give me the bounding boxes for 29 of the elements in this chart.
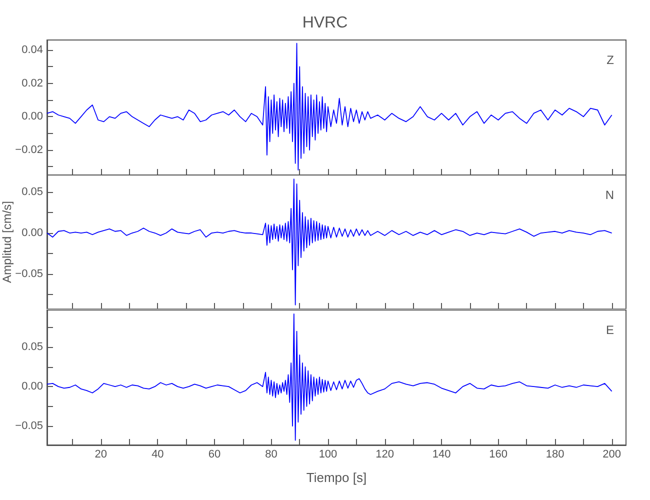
y-tick-label: −0.02 [15,144,43,156]
x-tick-label: 80 [265,448,278,460]
y-tick-label: 0.00 [22,380,43,393]
x-tick-label: 180 [546,448,564,460]
x-tick-label: 120 [376,448,394,460]
y-tick-label: 0.04 [22,44,43,56]
annotation: N [605,188,614,202]
x-tick-label: 160 [489,448,508,460]
y-tick-label: 0.00 [22,227,43,240]
x-tick-label: 60 [208,448,221,460]
y-axis-title: Amplitud [cm/s] [0,200,14,284]
y-tick-label: 0.05 [22,341,43,354]
x-tick-label: 200 [602,448,621,460]
x-tick-label: 100 [318,448,338,460]
line-series [46,313,612,441]
chart-title: HVRC [302,14,348,32]
annotation: E [606,323,614,337]
x-axis-title: Tiempo [s] [306,470,367,485]
x-tick-label: 140 [432,448,451,460]
y-tick-label: −0.05 [15,268,43,280]
line-series [46,42,612,170]
x-tick-label: 20 [94,448,108,460]
annotation: Z [606,53,614,67]
x-tick-label: 40 [152,448,164,460]
y-tick-label: 0.05 [22,186,43,198]
y-tick-label: 0.02 [22,77,43,90]
line-series [46,178,612,306]
y-tick-label: 0.00 [22,110,43,123]
y-tick-label: −0.05 [15,420,43,432]
